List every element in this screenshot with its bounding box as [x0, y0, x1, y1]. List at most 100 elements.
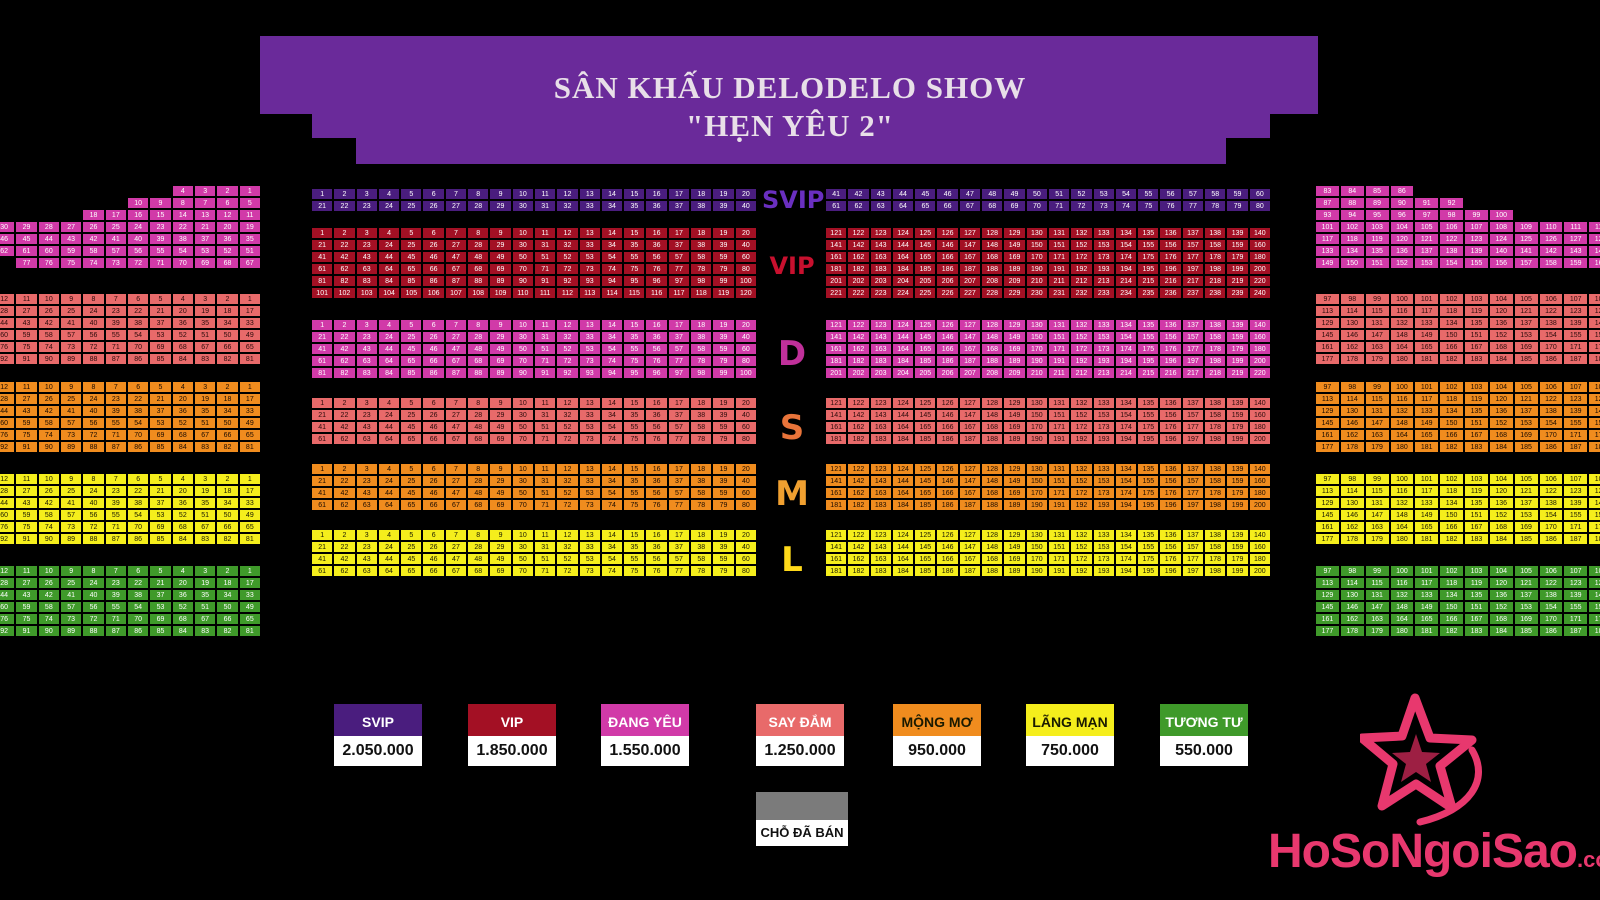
seat-vip-132[interactable]: 132: [1071, 228, 1092, 238]
seat-vip-230[interactable]: 230: [1026, 288, 1047, 298]
seat-vip-198[interactable]: 198: [1205, 264, 1226, 274]
seat-dang_yeu-10[interactable]: 10: [512, 320, 533, 330]
seat-dang_yeu-40[interactable]: 40: [735, 332, 756, 342]
seat-say_dam-143[interactable]: 143: [870, 410, 891, 420]
seat-lang_man-188[interactable]: 188: [982, 566, 1003, 576]
seat-tuong_tu-23[interactable]: 23: [105, 578, 126, 588]
seat-dang_yeu-121[interactable]: 121: [826, 320, 847, 330]
seat-mong_mo-97[interactable]: 97: [1316, 382, 1339, 392]
seat-say_dam-185[interactable]: 185: [915, 434, 936, 444]
seat-dang_yeu-42[interactable]: 42: [83, 234, 104, 244]
seat-mong_mo-85[interactable]: 85: [150, 442, 171, 452]
seat-lang_man-107[interactable]: 107: [1564, 474, 1588, 484]
seat-svip-49[interactable]: 49: [1004, 189, 1025, 199]
seat-mong_mo-119[interactable]: 119: [1465, 394, 1488, 404]
seat-vip-238[interactable]: 238: [1205, 288, 1226, 298]
seat-mong_mo-59[interactable]: 59: [16, 418, 37, 428]
seat-say_dam-133[interactable]: 133: [1415, 318, 1439, 328]
seat-say_dam-186[interactable]: 186: [1539, 354, 1563, 364]
seat-vip-40[interactable]: 40: [735, 240, 756, 250]
seat-mong_mo-181[interactable]: 181: [1415, 442, 1439, 452]
seat-svip-20[interactable]: 20: [735, 189, 756, 199]
seat-svip-79[interactable]: 79: [1227, 201, 1248, 211]
seat-say_dam-142[interactable]: 142: [848, 410, 869, 420]
seat-say_dam-25[interactable]: 25: [401, 410, 422, 420]
seat-say_dam-196[interactable]: 196: [1160, 434, 1181, 444]
seat-say_dam-60[interactable]: 60: [735, 422, 756, 432]
seat-vip-9[interactable]: 9: [490, 228, 511, 238]
seat-mong_mo-92[interactable]: 92: [0, 442, 15, 452]
seat-say_dam-9[interactable]: 9: [490, 398, 511, 408]
seat-dang_yeu-167[interactable]: 167: [959, 344, 981, 354]
seat-dang_yeu-159[interactable]: 159: [1227, 332, 1248, 342]
seat-vip-100[interactable]: 100: [735, 276, 756, 286]
seat-say_dam-160[interactable]: 160: [1249, 410, 1270, 420]
seat-say_dam-34[interactable]: 34: [217, 318, 238, 328]
seat-say_dam-59[interactable]: 59: [713, 422, 734, 432]
seat-dang_yeu-169[interactable]: 169: [1004, 344, 1025, 354]
seat-lang_man-120[interactable]: 120: [1489, 486, 1513, 496]
seat-mong_mo-151[interactable]: 151: [1465, 418, 1488, 428]
seat-vip-60[interactable]: 60: [735, 252, 756, 262]
seat-mong_mo-158[interactable]: 158: [1205, 476, 1226, 486]
seat-dang_yeu-89[interactable]: 89: [1365, 198, 1389, 208]
seat-mong_mo-36[interactable]: 36: [646, 476, 667, 486]
seat-mong_mo-60[interactable]: 60: [735, 488, 756, 498]
seat-tuong_tu-163[interactable]: 163: [1365, 614, 1389, 624]
seat-say_dam-52[interactable]: 52: [557, 422, 578, 432]
seat-dang_yeu-61[interactable]: 61: [16, 246, 37, 256]
seat-tuong_tu-184[interactable]: 184: [1489, 626, 1513, 636]
seat-lang_man-164[interactable]: 164: [1390, 522, 1414, 532]
seat-mong_mo-141[interactable]: 141: [826, 476, 847, 486]
seat-mong_mo-181[interactable]: 181: [826, 500, 847, 510]
seat-say_dam-193[interactable]: 193: [1093, 434, 1114, 444]
seat-dang_yeu-46[interactable]: 46: [0, 234, 15, 244]
seat-mong_mo-192[interactable]: 192: [1071, 500, 1092, 510]
seat-lang_man-22[interactable]: 22: [128, 486, 149, 496]
seat-tuong_tu-138[interactable]: 138: [1539, 590, 1563, 600]
seat-vip-21[interactable]: 21: [312, 240, 333, 250]
seat-lang_man-8[interactable]: 8: [468, 530, 489, 540]
seat-dang_yeu-126[interactable]: 126: [937, 320, 958, 330]
seat-say_dam-115[interactable]: 115: [1365, 306, 1389, 316]
seat-vip-178[interactable]: 178: [1205, 252, 1226, 262]
seat-say_dam-180[interactable]: 180: [1390, 354, 1414, 364]
seat-tuong_tu-130[interactable]: 130: [1340, 590, 1364, 600]
seat-lang_man-118[interactable]: 118: [1440, 486, 1463, 496]
seat-svip-14[interactable]: 14: [601, 189, 623, 199]
seat-lang_man-167[interactable]: 167: [959, 554, 981, 564]
seat-mong_mo-50[interactable]: 50: [512, 488, 533, 498]
seat-say_dam-171[interactable]: 171: [1564, 342, 1588, 352]
seat-vip-84[interactable]: 84: [378, 276, 400, 286]
seat-mong_mo-151[interactable]: 151: [1048, 476, 1070, 486]
seat-dang_yeu-6[interactable]: 6: [423, 320, 444, 330]
seat-say_dam-145[interactable]: 145: [1316, 330, 1339, 340]
seat-say_dam-75[interactable]: 75: [16, 342, 37, 352]
seat-mong_mo-89[interactable]: 89: [61, 442, 82, 452]
seat-say_dam-65[interactable]: 65: [401, 434, 422, 444]
seat-dang_yeu-36[interactable]: 36: [217, 234, 238, 244]
seat-tuong_tu-132[interactable]: 132: [1390, 590, 1414, 600]
seat-lang_man-122[interactable]: 122: [1539, 486, 1563, 496]
seat-dang_yeu-128[interactable]: 128: [1589, 234, 1600, 244]
seat-say_dam-69[interactable]: 69: [490, 434, 511, 444]
seat-vip-151[interactable]: 151: [1048, 240, 1070, 250]
seat-svip-15[interactable]: 15: [624, 189, 645, 199]
seat-svip-10[interactable]: 10: [512, 189, 533, 199]
seat-dang_yeu-150[interactable]: 150: [1026, 332, 1047, 342]
seat-lang_man-15[interactable]: 15: [624, 530, 645, 540]
seat-vip-140[interactable]: 140: [1249, 228, 1270, 238]
seat-vip-116[interactable]: 116: [646, 288, 667, 298]
seat-dang_yeu-84[interactable]: 84: [1340, 186, 1364, 196]
seat-lang_man-73[interactable]: 73: [579, 566, 600, 576]
seat-lang_man-196[interactable]: 196: [1160, 566, 1181, 576]
seat-dang_yeu-84[interactable]: 84: [378, 368, 400, 378]
seat-svip-44[interactable]: 44: [892, 189, 914, 199]
seat-say_dam-86[interactable]: 86: [128, 354, 149, 364]
seat-vip-123[interactable]: 123: [870, 228, 891, 238]
seat-say_dam-18[interactable]: 18: [217, 306, 238, 316]
seat-lang_man-42[interactable]: 42: [334, 554, 355, 564]
seat-mong_mo-140[interactable]: 140: [1249, 464, 1270, 474]
seat-tuong_tu-113[interactable]: 113: [1316, 578, 1339, 588]
seat-dang_yeu-1[interactable]: 1: [312, 320, 333, 330]
